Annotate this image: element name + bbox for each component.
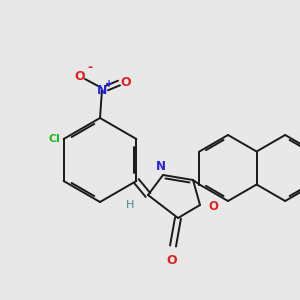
Text: N: N (97, 83, 107, 97)
Text: +: + (105, 79, 113, 89)
Text: N: N (156, 160, 166, 173)
Text: H: H (126, 200, 134, 210)
Text: Cl: Cl (49, 134, 61, 144)
Text: O: O (75, 70, 85, 83)
Text: O: O (208, 200, 218, 214)
Text: -: - (87, 61, 93, 74)
Text: O: O (167, 254, 177, 266)
Text: O: O (121, 76, 131, 88)
